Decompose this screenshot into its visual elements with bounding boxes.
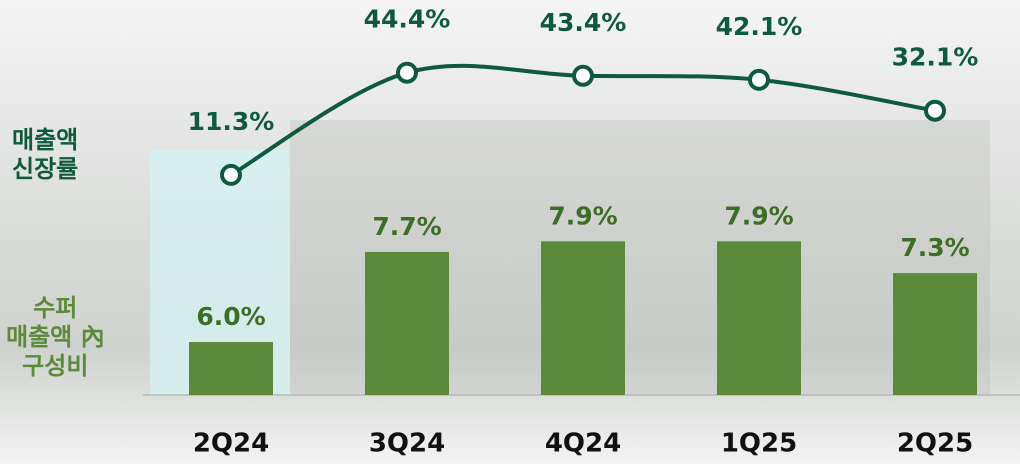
- x-tick-label: 3Q24: [369, 429, 445, 459]
- line-point: [572, 64, 594, 87]
- legend-line: 매출액 신장률: [12, 126, 79, 183]
- line-point: [220, 163, 242, 186]
- bar-label: 7.9%: [548, 201, 617, 230]
- line-label: 44.4%: [364, 5, 451, 34]
- line-point: [396, 61, 418, 84]
- bar: [365, 251, 449, 395]
- x-tick-label: 2Q24: [193, 429, 269, 459]
- x-tick-label: 2Q25: [897, 429, 973, 459]
- line-label: 42.1%: [716, 12, 803, 41]
- bar: [717, 241, 801, 395]
- line-label: 32.1%: [892, 43, 979, 72]
- bar-label: 6.0%: [196, 302, 265, 331]
- line-label: 43.4%: [540, 8, 627, 37]
- bar: [541, 241, 625, 395]
- line-point: [748, 68, 770, 91]
- bar-label: 7.9%: [724, 201, 793, 230]
- bar-label: 7.7%: [372, 212, 441, 241]
- line-label: 11.3%: [188, 107, 275, 136]
- x-tick-label: 1Q25: [721, 429, 797, 459]
- x-tick-label: 4Q24: [545, 429, 621, 459]
- bar: [893, 273, 977, 395]
- legend-bar: 수퍼 매출액 內 구성비: [6, 294, 105, 380]
- bar-label: 7.3%: [900, 233, 969, 262]
- line-point: [924, 99, 946, 122]
- bar: [189, 342, 273, 395]
